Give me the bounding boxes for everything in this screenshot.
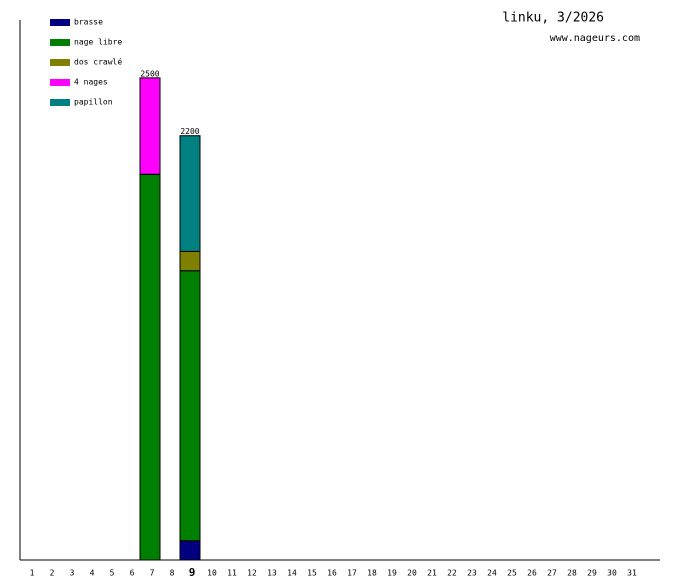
x-tick-label: 9 (189, 566, 196, 579)
x-tick-label: 28 (567, 569, 577, 578)
x-tick-label: 12 (247, 569, 257, 578)
bar-total: 2200 (180, 127, 199, 136)
x-tick-label: 21 (427, 569, 437, 578)
legend-swatch (50, 99, 70, 106)
x-tick-label: 3 (70, 569, 75, 578)
x-tick-label: 1 (30, 569, 35, 578)
x-tick-label: 7 (150, 569, 155, 578)
legend-label: 4 nages (74, 78, 108, 87)
x-tick-label: 16 (327, 569, 337, 578)
x-tick-label: 5 (110, 569, 115, 578)
x-tick-label: 8 (170, 569, 175, 578)
bar-segment (179, 270, 201, 542)
x-tick-label: 20 (407, 569, 417, 578)
x-tick-label: 29 (587, 569, 597, 578)
x-tick-label: 19 (387, 569, 397, 578)
x-tick-label: 31 (627, 569, 637, 578)
x-tick-label: 30 (607, 569, 617, 578)
bar-segment (179, 250, 201, 272)
x-tick-label: 14 (287, 569, 297, 578)
x-tick-label: 18 (367, 569, 377, 578)
x-tick-label: 11 (227, 569, 237, 578)
bar-segment (139, 77, 161, 175)
x-tick-label: 6 (130, 569, 135, 578)
x-tick-label: 17 (347, 569, 357, 578)
legend-swatch (50, 79, 70, 86)
bar-segment (179, 540, 201, 561)
legend-label: brasse (74, 18, 103, 27)
x-tick-label: 27 (547, 569, 557, 578)
legend-swatch (50, 19, 70, 26)
chart-subtitle: www.nageurs.com (550, 33, 640, 44)
x-tick-label: 4 (90, 569, 95, 578)
x-tick-label: 26 (527, 569, 537, 578)
legend-label: papillon (74, 98, 113, 107)
bar-segment (139, 173, 161, 561)
x-tick-label: 25 (507, 569, 517, 578)
x-tick-label: 24 (487, 569, 497, 578)
legend-swatch (50, 39, 70, 46)
x-tick-label: 2 (50, 569, 55, 578)
bar-total: 2500 (140, 69, 159, 78)
legend-label: dos crawlé (74, 57, 122, 67)
x-tick-label: 13 (267, 569, 277, 578)
x-tick-label: 22 (447, 569, 457, 578)
chart-title: linku, 3/2026 (502, 11, 604, 26)
x-tick-label: 23 (467, 569, 477, 578)
x-tick-label: 15 (307, 569, 317, 578)
bar-segment (179, 135, 201, 252)
legend-label: nage libre (74, 38, 122, 47)
legend-swatch (50, 59, 70, 66)
x-tick-label: 10 (207, 569, 217, 578)
